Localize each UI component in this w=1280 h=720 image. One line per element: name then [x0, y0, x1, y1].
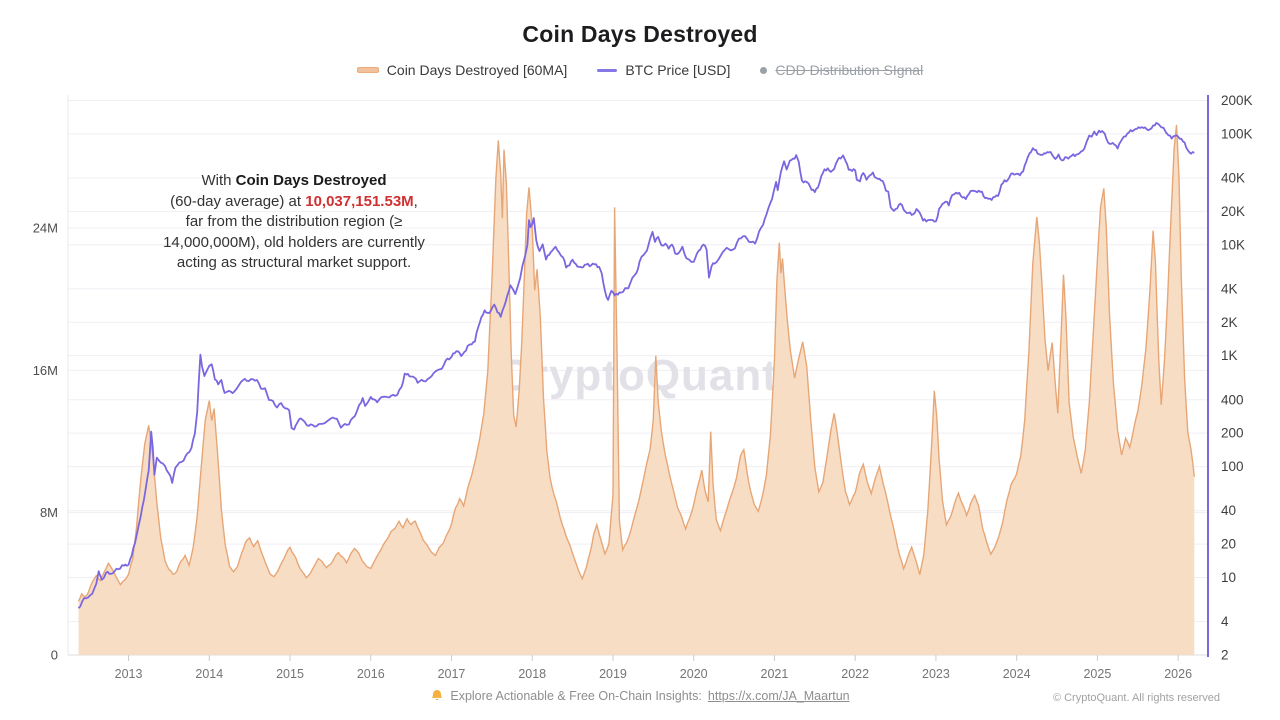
- x-axis-label: 2020: [680, 667, 708, 681]
- legend: Coin Days Destroyed [60MA] BTC Price [US…: [0, 62, 1280, 78]
- annotation-value: 10,037,151.53M: [305, 192, 414, 210]
- btc-line-swatch-icon: [597, 68, 618, 72]
- left-axis-label: 16M: [33, 363, 58, 378]
- cdd-area-swatch-icon: [356, 67, 379, 73]
- annotation-text: acting as structural market support.: [176, 254, 412, 272]
- footer-link[interactable]: https://x.com/JA_Maartun: [707, 689, 850, 703]
- x-axis-label: 2015: [276, 667, 304, 681]
- right-axis-label: 200K: [1221, 93, 1253, 108]
- right-axis-label: 10: [1221, 570, 1236, 585]
- left-axis-label: 0: [51, 648, 58, 663]
- left-axis-label: 8M: [40, 505, 58, 520]
- x-axis-label: 2022: [841, 667, 869, 681]
- x-axis-label: 2021: [761, 667, 789, 681]
- annotation-text: (60-day average) at: [170, 192, 306, 210]
- bell-icon: [432, 690, 443, 701]
- x-axis-label: 2013: [115, 667, 143, 681]
- right-axis-label: 1K: [1221, 348, 1238, 363]
- annotation-text: 14,000,000M), old holders are currently: [163, 233, 425, 251]
- footer: Explore Actionable & Free On-Chain Insig…: [0, 689, 1280, 703]
- right-axis-label: 4: [1221, 614, 1229, 629]
- legend-label-signal: CDD Distribution SIgnal: [775, 62, 924, 78]
- right-axis-label: 40K: [1221, 170, 1245, 185]
- chart-title: Coin Days Destroyed: [522, 21, 758, 47]
- btc-line: [77, 122, 1195, 609]
- right-axis-label: 10K: [1221, 237, 1245, 252]
- x-axis-label: 2023: [922, 667, 950, 681]
- legend-item-cdd[interactable]: Coin Days Destroyed [60MA]: [356, 62, 568, 78]
- right-axis-label: 4K: [1221, 281, 1238, 296]
- left-axis-label: 24M: [33, 221, 58, 236]
- annotation-bold: Coin Days Destroyed: [235, 172, 387, 189]
- right-axis-label: 200: [1221, 426, 1244, 441]
- cdd-area: [78, 124, 1195, 655]
- x-axis-label: 2016: [357, 667, 385, 681]
- right-axis-label: 100: [1221, 459, 1244, 474]
- x-axis-label: 2026: [1164, 667, 1192, 681]
- right-axis-label: 2: [1221, 648, 1229, 663]
- x-axis-label: 2025: [1083, 667, 1111, 681]
- annotation-text: ,: [413, 192, 418, 210]
- right-axis-label: 20: [1221, 537, 1236, 552]
- legend-item-signal[interactable]: CDD Distribution SIgnal: [760, 62, 923, 78]
- watermark: CryptoQuant: [498, 351, 778, 400]
- legend-item-btc[interactable]: BTC Price [USD]: [597, 62, 730, 78]
- x-axis-label: 2018: [518, 667, 546, 681]
- signal-dot-swatch-icon: [760, 66, 768, 74]
- annotation-text: far from the distribution region (≥: [185, 213, 403, 231]
- x-axis-label: 2014: [195, 667, 223, 681]
- right-axis-label: 20K: [1221, 204, 1245, 219]
- legend-label-btc: BTC Price [USD]: [625, 62, 731, 78]
- right-axis-label: 400: [1221, 392, 1244, 407]
- right-axis-label: 100K: [1221, 126, 1253, 141]
- right-axis-label: 2K: [1221, 315, 1238, 330]
- x-axis-label: 2024: [1003, 667, 1031, 681]
- annotation-text: With: [201, 172, 236, 189]
- footer-text: Explore Actionable & Free On-Chain Insig…: [450, 689, 702, 703]
- x-axis-label: 2019: [599, 667, 627, 681]
- annotation: With Coin Days Destroyed (60-day average…: [126, 171, 462, 274]
- x-axis-label: 2017: [438, 667, 466, 681]
- cdd-area-outline: [77, 124, 1195, 602]
- right-axis-label: 40: [1221, 503, 1236, 518]
- copyright: © CryptoQuant. All rights reserved: [1052, 692, 1220, 704]
- legend-label-cdd: Coin Days Destroyed [60MA]: [386, 62, 568, 78]
